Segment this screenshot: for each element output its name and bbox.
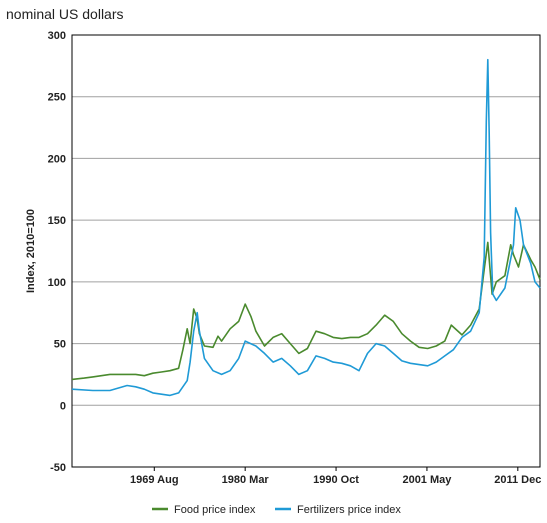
chart-subtitle: nominal US dollars [6,6,124,22]
legend-label-fertilizers: Fertilizers price index [297,504,401,516]
y-tick-label: 300 [48,30,66,42]
x-tick-label: 2001 May [402,474,452,486]
food-price-line [71,241,541,381]
x-tick-label: 1990 Oct [313,474,359,486]
y-tick-label: 150 [48,215,66,227]
y-tick-label: 0 [60,400,66,412]
x-tick-label: 1980 Mar [222,474,270,486]
plot-area [71,34,541,468]
y-tick-label: 250 [48,92,66,104]
gridlines [72,96,540,406]
y-tick-label: 200 [48,153,66,165]
x-tick-label: 2011 Dec [494,474,541,486]
y-tick-label: 100 [48,277,66,289]
y-tick-label: -50 [50,462,66,474]
y-axis-title: Index, 2010=100 [25,209,37,293]
legend: Food price index Fertilizers price index [152,504,401,516]
x-tick-label: 1969 Aug [130,474,179,486]
y-axis-ticks: -50 0 50 100 150 200 250 300 [48,30,66,474]
legend-label-food: Food price index [174,504,256,516]
fertilizers-price-line [71,58,541,397]
x-axis-ticks: 1969 Aug 1980 Mar 1990 Oct 2001 May 2011 Dec [130,467,541,486]
y-tick-label: 50 [54,339,66,351]
series [71,58,541,397]
